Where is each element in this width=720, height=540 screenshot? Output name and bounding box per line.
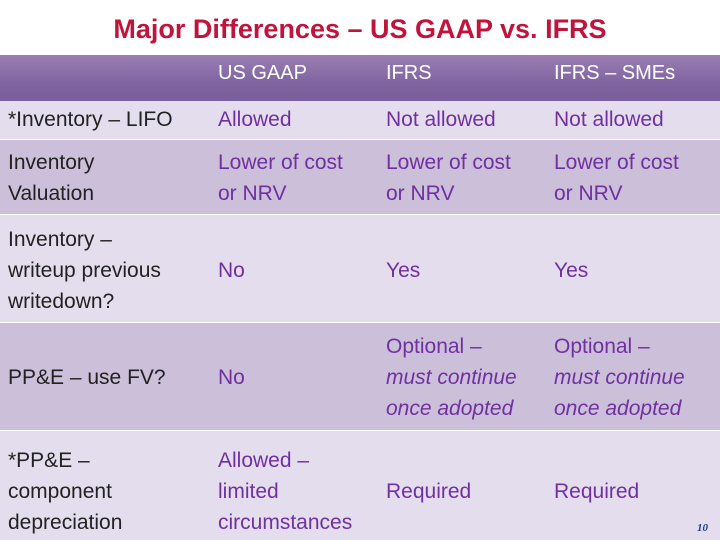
cell-ifrs-ppe-component: Required [386, 480, 472, 503]
cell-gaap-ppe-fv: No [218, 366, 245, 389]
label-line: writeup previous [8, 259, 161, 282]
label-line: Inventory [8, 151, 95, 174]
cell-gaap-inventory-writeup: No [218, 259, 245, 282]
cell-ifrs-inventory-lifo: Not allowed [386, 108, 496, 131]
value-line: circumstances [218, 511, 353, 534]
value-line: must continue [386, 366, 517, 389]
cell-gaap-inventory-valuation: Lower of cost or NRV [218, 147, 343, 209]
value-line: or NRV [554, 182, 623, 205]
header-ifrs: IFRS [386, 62, 432, 84]
header-us-gaap: US GAAP [218, 62, 307, 84]
row-label-ppe-component: *PP&E – component depreciation [8, 445, 122, 538]
value-line: Allowed – [218, 449, 310, 472]
table-row-4-bg [0, 323, 720, 430]
label-line: component [8, 480, 112, 503]
row-label-inventory-valuation: Inventory Valuation [8, 147, 94, 209]
header-ifrs-smes: IFRS – SMEs [554, 62, 676, 84]
table-row-5-bg [0, 431, 720, 540]
cell-smes-inventory-writeup: Yes [554, 259, 589, 282]
cell-smes-inventory-valuation: Lower of cost or NRV [554, 147, 679, 209]
cell-gaap-inventory-lifo: Allowed [218, 108, 292, 131]
cell-gaap-ppe-component: Allowed – limited circumstances [218, 445, 352, 538]
value-line: or NRV [386, 182, 455, 205]
table-row-2-bg [0, 140, 720, 214]
table-row-1-bg [0, 101, 720, 139]
label-line: depreciation [8, 511, 123, 534]
value-line: Lower of cost [386, 151, 511, 174]
value-line: once adopted [386, 397, 514, 420]
value-line: limited [218, 480, 279, 503]
slide-title: Major Differences – US GAAP vs. IFRS [113, 14, 607, 44]
cell-ifrs-ppe-fv: Optional – must continue once adopted [386, 331, 517, 424]
value-line: Lower of cost [554, 151, 679, 174]
cell-ifrs-inventory-valuation: Lower of cost or NRV [386, 147, 511, 209]
label-line: Inventory – [8, 228, 112, 251]
row-label-inventory-lifo: *Inventory – LIFO [8, 108, 173, 131]
cell-smes-inventory-lifo: Not allowed [554, 108, 664, 131]
value-line: Lower of cost [218, 151, 343, 174]
table-row-3-bg [0, 215, 720, 322]
value-line: Optional – [554, 335, 650, 358]
page-number: 10 [697, 522, 708, 534]
value-line: must continue [554, 366, 685, 389]
value-line: Optional – [386, 335, 482, 358]
table-header-band [0, 55, 720, 101]
label-line: *PP&E – [8, 449, 90, 472]
row-label-inventory-writeup: Inventory – writeup previous writedown? [8, 224, 161, 317]
cell-smes-ppe-component: Required [554, 480, 640, 503]
value-line: once adopted [554, 397, 682, 420]
value-line: or NRV [218, 182, 287, 205]
cell-smes-ppe-fv: Optional – must continue once adopted [554, 331, 685, 424]
cell-ifrs-inventory-writeup: Yes [386, 259, 421, 282]
label-line: Valuation [8, 182, 95, 205]
row-label-ppe-fv: PP&E – use FV? [8, 366, 166, 389]
label-line: writedown? [8, 290, 115, 313]
